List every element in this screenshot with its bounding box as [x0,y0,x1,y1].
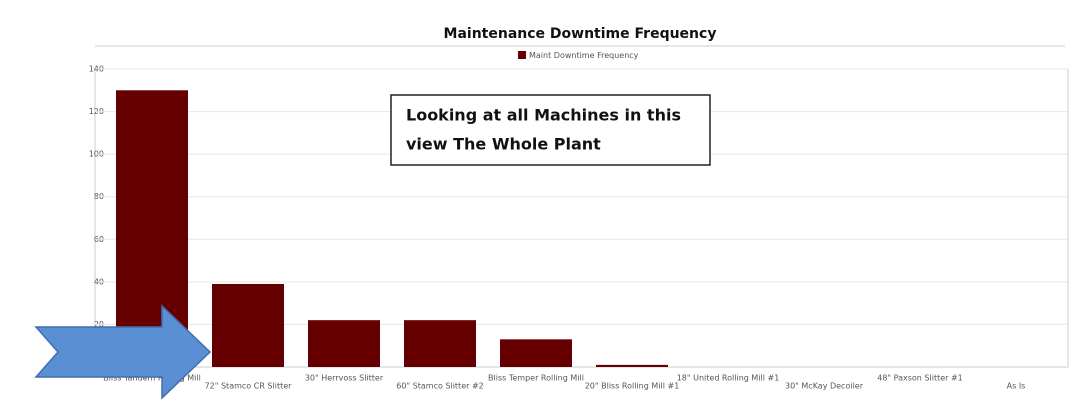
annotation-text: Looking at all Machines in this [406,106,681,125]
bar [596,364,668,367]
x-tick-label: 30" McKay Decoiler [785,382,864,391]
x-tick-label: 20" Bliss Rolling Mill #1 [585,382,680,391]
x-tick-label: 48" Paxson Slitter #1 [877,374,963,383]
bar [212,283,284,367]
legend-swatch [518,51,526,59]
x-tick-label: 60" Stamco Slitter #2 [396,382,484,391]
arrow [34,304,212,400]
x-tick-label: Bliss Temper Rolling Mill [488,374,584,383]
x-tick-label: 30" Herrvoss Slitter [305,374,384,383]
x-tick-label: Bliss Tandem Rolling Mill [103,374,201,383]
x-tick-label: As Is [1007,382,1026,391]
chart-title: Maintenance Downtime Frequency [444,26,717,42]
bar [500,339,572,367]
legend-label: Maint Downtime Frequency [529,51,639,60]
bar [308,320,380,367]
x-tick-label: 72" Stamco CR Slitter [205,382,293,391]
annotation-frame [390,94,711,166]
bar [404,320,476,367]
annotation-box: Looking at all Machines in this view The… [390,94,711,166]
x-tick-label: 18" United Rolling Mill #1 [677,374,780,383]
annotation-text: view The Whole Plant [406,135,601,154]
